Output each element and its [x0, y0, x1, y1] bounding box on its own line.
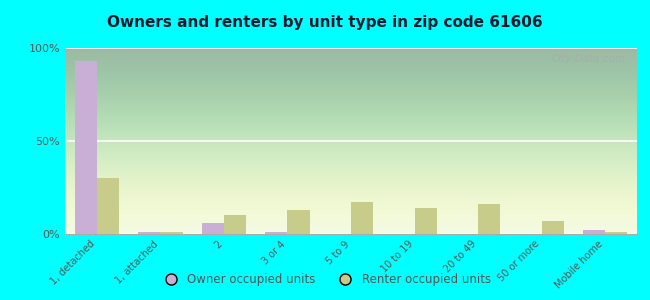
Text: Owners and renters by unit type in zip code 61606: Owners and renters by unit type in zip c… — [107, 15, 543, 30]
Bar — [605, 232, 627, 234]
Bar — [478, 204, 500, 234]
Bar — [351, 202, 373, 234]
Text: City-Data.com: City-Data.com — [551, 54, 625, 64]
Bar — [97, 178, 119, 234]
Bar — [541, 221, 564, 234]
Bar — [224, 215, 246, 234]
Legend: Owner occupied units, Renter occupied units: Owner occupied units, Renter occupied un… — [154, 269, 496, 291]
Bar — [265, 232, 287, 234]
Bar — [287, 210, 309, 234]
Bar — [138, 232, 161, 234]
Bar — [415, 208, 437, 234]
Bar — [161, 232, 183, 234]
Bar — [202, 223, 224, 234]
Bar — [75, 61, 97, 234]
Bar — [583, 230, 605, 234]
